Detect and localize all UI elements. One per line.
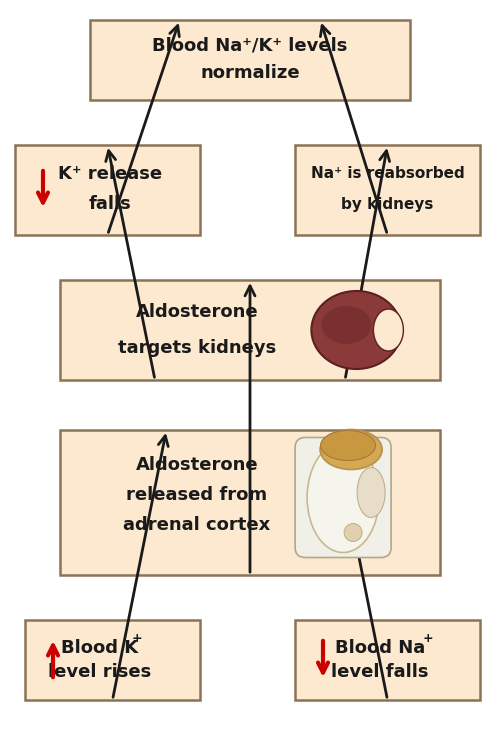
Text: level falls: level falls [331, 663, 429, 681]
Text: Aldosterone: Aldosterone [136, 303, 258, 321]
Ellipse shape [322, 306, 372, 344]
FancyBboxPatch shape [25, 620, 200, 700]
Text: Blood K: Blood K [62, 639, 138, 657]
FancyBboxPatch shape [90, 20, 410, 100]
Text: targets kidneys: targets kidneys [118, 339, 276, 357]
Text: normalize: normalize [200, 64, 300, 82]
Text: by kidneys: by kidneys [342, 196, 434, 211]
Ellipse shape [344, 523, 362, 541]
Ellipse shape [307, 442, 379, 553]
FancyBboxPatch shape [60, 280, 440, 380]
Text: Na⁺ is reabsorbed: Na⁺ is reabsorbed [310, 167, 464, 181]
FancyBboxPatch shape [15, 145, 200, 235]
Text: +: + [132, 633, 142, 646]
Ellipse shape [312, 291, 402, 369]
Ellipse shape [320, 430, 376, 461]
Text: Aldosterone: Aldosterone [136, 455, 258, 473]
Text: adrenal cortex: adrenal cortex [123, 516, 270, 534]
Text: level rises: level rises [48, 663, 152, 681]
Ellipse shape [357, 467, 385, 517]
Text: K⁺ release: K⁺ release [58, 165, 162, 183]
Ellipse shape [320, 430, 382, 470]
FancyBboxPatch shape [295, 620, 480, 700]
FancyBboxPatch shape [295, 437, 391, 557]
Text: released from: released from [126, 485, 268, 504]
Text: Blood Na⁺/K⁺ levels: Blood Na⁺/K⁺ levels [152, 36, 348, 54]
Text: Blood Na: Blood Na [335, 639, 425, 657]
Text: falls: falls [88, 195, 132, 213]
FancyBboxPatch shape [295, 145, 480, 235]
Ellipse shape [374, 309, 404, 351]
Text: +: + [422, 633, 434, 646]
FancyBboxPatch shape [60, 430, 440, 575]
